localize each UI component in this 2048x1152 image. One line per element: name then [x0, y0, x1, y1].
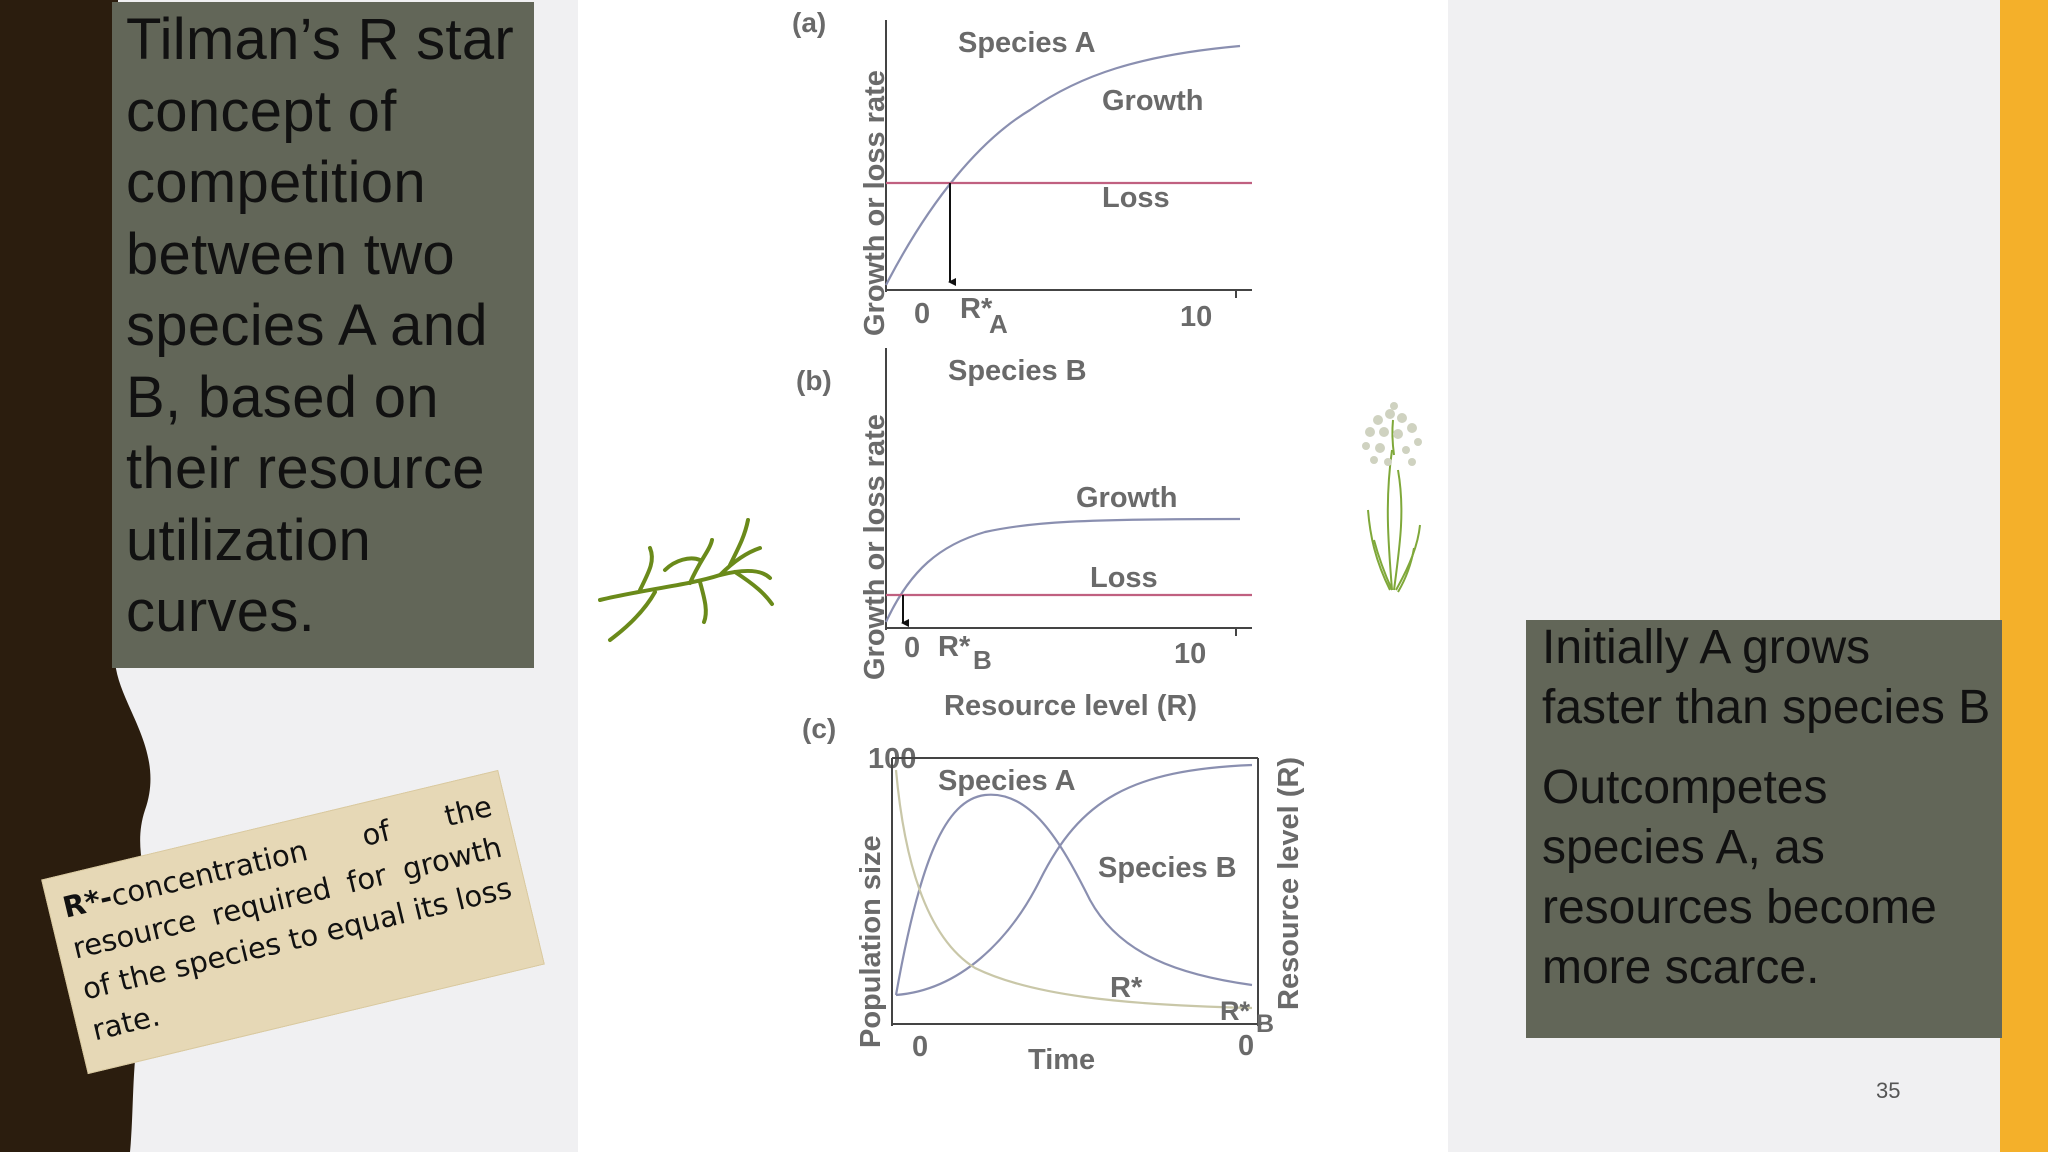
panel-b-x-axis-label: Resource level (R): [944, 690, 1197, 722]
panel-b-growth-curve: [885, 517, 1241, 623]
panel-c-zero-left: 0: [912, 1031, 928, 1063]
panel-c-rstar-label: R*: [1110, 972, 1143, 1004]
panel-a-zero-tick: 0: [914, 298, 930, 330]
title-box: Tilman’s R star concept of competition b…: [112, 2, 534, 668]
note-outcompetes: Outcompetes species A, as resources beco…: [1542, 761, 1937, 994]
panel-c-species-a-label: Species A: [938, 765, 1076, 797]
panel-c-species-b-label: Species B: [1098, 852, 1237, 884]
slide-title: Tilman’s R star concept of competition b…: [126, 7, 515, 644]
panel-a-loss-label: Loss: [1102, 182, 1170, 214]
panel-b-species-label: Species B: [948, 355, 1087, 387]
panel-a-ten-tick: 10: [1180, 301, 1212, 333]
panel-b-rstar-label: R*: [938, 631, 971, 663]
panel-c-species-a-curve: [894, 793, 1253, 996]
panel-c-species-b-curve: [895, 763, 1253, 997]
panel-b-loss-label: Loss: [1090, 562, 1158, 594]
panel-c-rstar-b-subscript: B: [1256, 1010, 1274, 1038]
notes-text: Initially A grows faster than species B …: [1542, 618, 2002, 1018]
flowering-grass-icon: [1362, 402, 1422, 593]
panel-a-rstar-label: R*: [960, 293, 993, 325]
panel-c-tag: (c): [802, 713, 836, 744]
panel-b-tag: (b): [796, 365, 832, 396]
panel-a-species-label: Species A: [958, 27, 1096, 59]
panel-c-x-axis-label: Time: [1028, 1044, 1095, 1076]
page-number: 35: [1876, 1078, 1901, 1103]
panel-b-growth-label: Growth: [1076, 482, 1178, 514]
panel-a-growth-curve: [885, 44, 1241, 286]
panel-b-zero-tick: 0: [904, 632, 920, 664]
panel-a: (a) Species A Growth Loss Growth or loss…: [792, 7, 1252, 339]
panel-c-rstar-b-label: R*: [1220, 996, 1250, 1026]
panel-a-rstar-subscript: A: [989, 309, 1008, 339]
small-plant-icon: [598, 518, 774, 642]
panel-c-zero-right: 0: [1238, 1030, 1254, 1062]
panel-c-right-y-axis-label: Resource level (R): [1273, 757, 1305, 1010]
note-initial-growth: Initially A grows faster than species B: [1542, 621, 1991, 734]
right-accent-bar: [2000, 0, 2048, 1152]
panel-b: (b) Species B Growth Loss Growth or loss…: [796, 348, 1252, 722]
panel-a-tag: (a): [792, 7, 826, 38]
panel-c-y-axis-label: Population size: [855, 835, 887, 1048]
panel-c: (c) 100 Species A Species B R* R* B 0 0 …: [802, 713, 1305, 1076]
panel-b-ten-tick: 10: [1174, 638, 1206, 670]
notes-box: [1526, 620, 2002, 1038]
panel-b-rstar-subscript: B: [973, 645, 992, 675]
panel-a-growth-label: Growth: [1102, 85, 1204, 117]
panel-c-resource-curve: [894, 769, 1253, 1010]
